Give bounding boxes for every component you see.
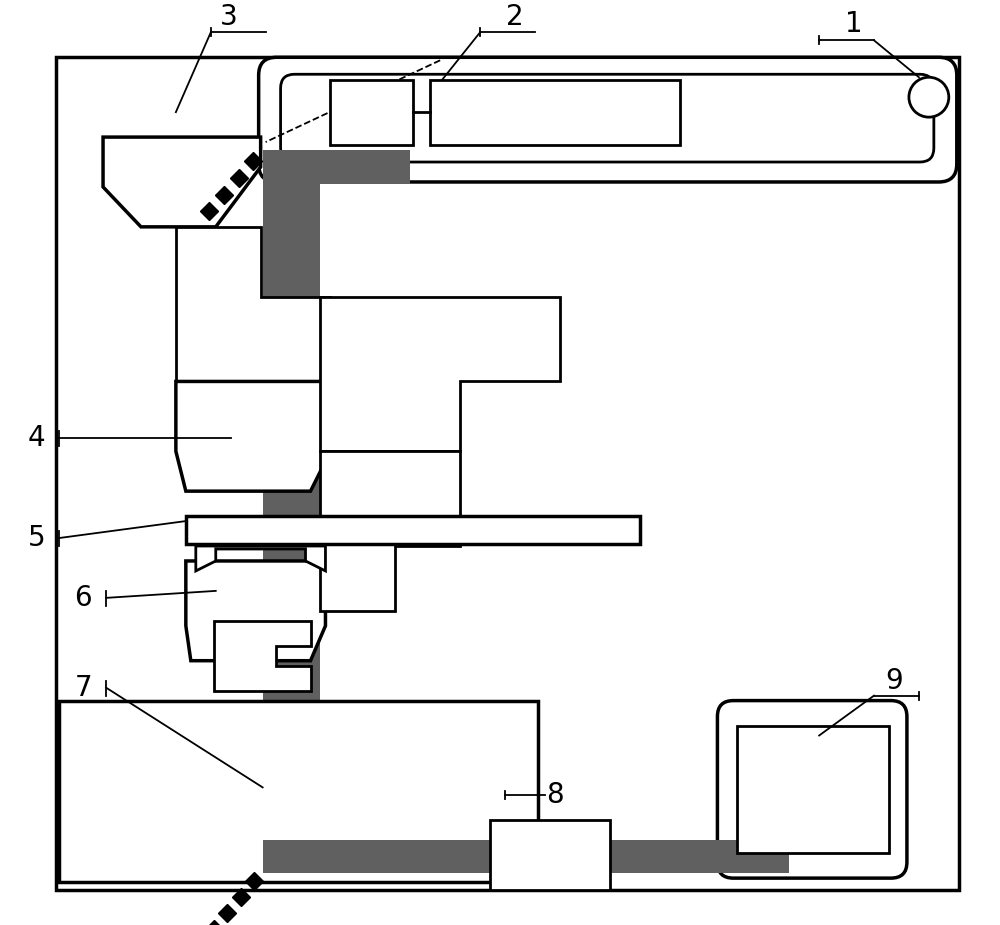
Polygon shape	[320, 297, 560, 451]
Polygon shape	[176, 381, 330, 491]
Polygon shape	[176, 227, 330, 381]
Bar	[263, 150, 410, 184]
Text: 7: 7	[74, 673, 92, 702]
Text: 4: 4	[27, 425, 45, 452]
Bar	[490, 820, 610, 890]
Polygon shape	[103, 137, 261, 227]
Bar	[186, 516, 640, 544]
Bar	[737, 725, 889, 853]
FancyBboxPatch shape	[259, 57, 957, 182]
Bar	[263, 840, 789, 873]
Polygon shape	[196, 546, 325, 571]
Text: 8: 8	[546, 782, 564, 809]
Polygon shape	[320, 451, 460, 610]
FancyBboxPatch shape	[717, 700, 907, 878]
Bar	[263, 137, 320, 870]
Text: 6: 6	[74, 584, 92, 611]
Text: 3: 3	[220, 4, 238, 31]
Bar	[330, 80, 413, 145]
Text: 2: 2	[506, 4, 524, 31]
Text: 5: 5	[27, 524, 45, 552]
Bar	[430, 80, 680, 145]
Bar	[59, 700, 538, 882]
FancyBboxPatch shape	[281, 74, 934, 162]
Text: 1: 1	[845, 10, 863, 39]
Polygon shape	[214, 621, 311, 691]
Circle shape	[909, 78, 949, 117]
Text: 9: 9	[885, 667, 903, 695]
Polygon shape	[186, 561, 325, 660]
